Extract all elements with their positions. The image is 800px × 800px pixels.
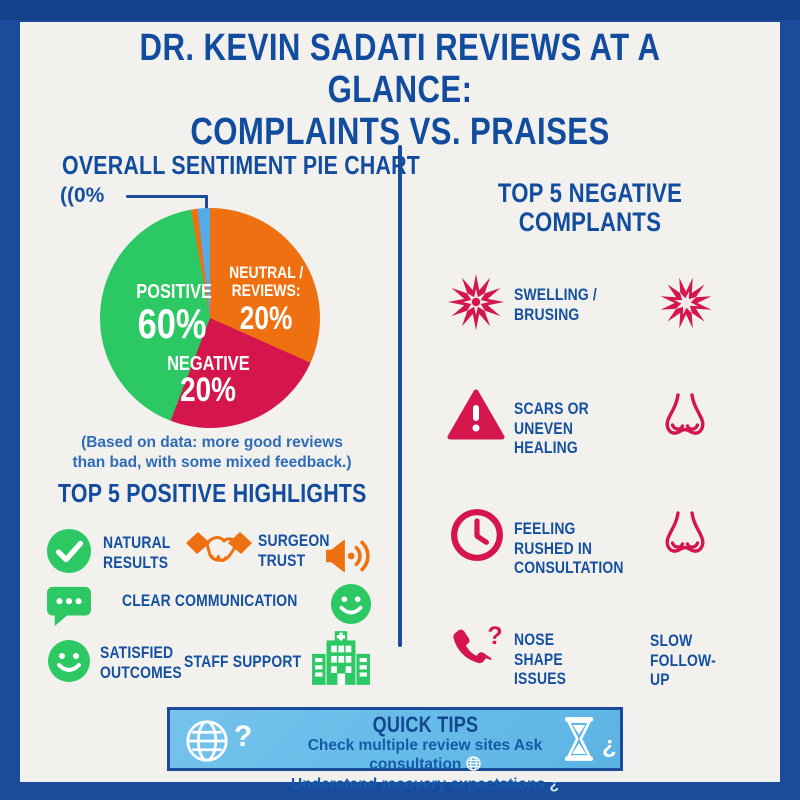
sentiment-section-heading: OVERALL SENTIMENT PIE CHART bbox=[62, 150, 421, 180]
smiley-icon bbox=[330, 583, 372, 625]
pie-caption: (Based on data: more good reviews than b… bbox=[72, 434, 352, 472]
warning-triangle-icon bbox=[447, 389, 505, 440]
positive-item-label: CLEAR COMMUNICATION bbox=[122, 591, 298, 610]
pie-label-neutral: NEUTRAL / REVIEWS: bbox=[228, 263, 304, 300]
quick-tips-box: ? QUICK TIPS Check multiple review sites… bbox=[167, 707, 623, 793]
negative-item-label: SWELLING / BRUSING bbox=[514, 285, 597, 324]
page-title-line1: DR. KEVIN SADATI REVIEWS AT A GLANCE: bbox=[139, 27, 661, 111]
pie-callout-line-horizontal bbox=[126, 195, 208, 198]
phone-question-icon: ? bbox=[453, 623, 503, 664]
pie-chart: POSITIVE 60% NEUTRAL / REVIEWS: 20% NEGA… bbox=[100, 208, 320, 428]
check-circle-icon bbox=[46, 528, 92, 574]
hourglass-icon bbox=[565, 717, 593, 761]
negative-item-label: SCARS OR UNEVEN HEALING bbox=[514, 399, 589, 458]
quick-tips-line2: Understand recovery expectations bbox=[291, 775, 546, 793]
negatives-heading-line1: TOP 5 NEGATIVE bbox=[497, 178, 683, 208]
question-mark-icon: ? bbox=[234, 720, 253, 753]
positive-item-label: NATURAL RESULTS bbox=[103, 533, 171, 572]
positive-item-label: SURGEON TRUST bbox=[258, 531, 330, 570]
handshake-icon bbox=[186, 532, 252, 562]
quick-tips-text: Check multiple review sites Ask consulta… bbox=[265, 736, 585, 794]
voice-icon bbox=[326, 539, 370, 573]
speech-bubble-icon bbox=[47, 586, 91, 627]
starburst-icon bbox=[447, 273, 505, 331]
nose-icon bbox=[665, 393, 705, 435]
svg-text:?: ? bbox=[487, 623, 502, 650]
positives-heading: TOP 5 POSITIVE HIGHLIGHTS bbox=[58, 478, 367, 508]
hook-question-icon: ¿ bbox=[549, 775, 559, 793]
pie-value-neutral: 20% bbox=[239, 300, 293, 336]
quick-tips-line1: Check multiple review sites Ask consulta… bbox=[307, 737, 543, 774]
hospital-icon bbox=[312, 631, 370, 685]
negative-item-label: NOSE SHAPE ISSUES bbox=[514, 630, 567, 689]
nose-icon bbox=[665, 511, 705, 553]
globe-icon bbox=[186, 720, 228, 762]
negatives-heading: TOP 5 NEGATIVE COMPLANTS bbox=[460, 178, 720, 238]
page-title: DR. KEVIN SADATI REVIEWS AT A GLANCE: CO… bbox=[0, 27, 800, 153]
smiley-icon bbox=[48, 640, 90, 682]
negative-item-label: SLOW FOLLOW-UP bbox=[650, 631, 716, 690]
globe-icon bbox=[466, 756, 481, 772]
hook-question-icon: ¿ bbox=[602, 732, 617, 759]
pie-callout-label: ((0% bbox=[60, 184, 105, 207]
starburst-icon bbox=[660, 277, 712, 329]
positive-item-label: SATISFIED OUTCOMES bbox=[100, 643, 182, 682]
positive-item-label: STAFF SUPPORT bbox=[184, 652, 302, 671]
pie-label-positive: POSITIVE bbox=[136, 281, 212, 303]
pie-label-negative: NEGATIVE bbox=[167, 353, 250, 375]
pie-value-negative: 20% bbox=[180, 371, 236, 409]
pie-value-positive: 60% bbox=[137, 300, 207, 347]
negative-item-label: FEELING RUSHED IN CONSULTATION bbox=[514, 519, 624, 578]
column-divider bbox=[398, 145, 402, 647]
top-border-strip bbox=[0, 0, 800, 20]
quick-tips-heading: QUICK TIPS bbox=[372, 712, 478, 737]
negatives-heading-line2: COMPLANTS bbox=[518, 207, 662, 238]
clock-icon bbox=[451, 509, 503, 561]
